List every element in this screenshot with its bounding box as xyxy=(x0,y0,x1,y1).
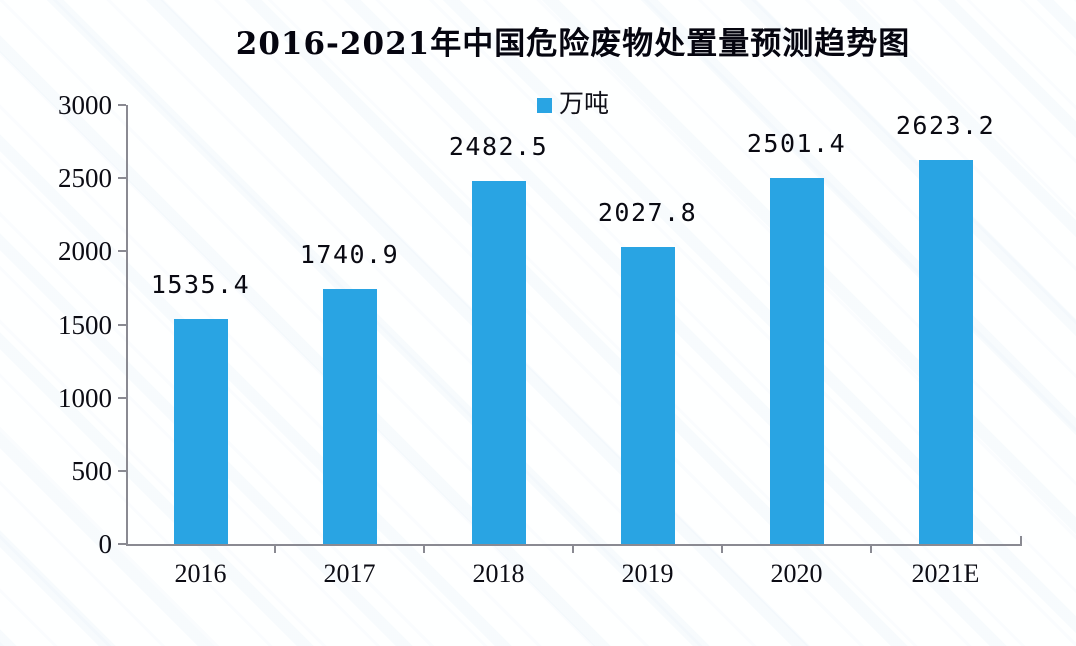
y-axis-label: 500 xyxy=(71,455,113,486)
x-axis-tick xyxy=(274,544,276,553)
x-axis-label: 2017 xyxy=(323,559,376,588)
y-axis-tick xyxy=(118,104,126,106)
x-axis-tick xyxy=(721,544,723,553)
y-axis-label: 0 xyxy=(98,529,113,559)
legend: 万吨 xyxy=(126,92,1020,117)
y-axis-label: 3000 xyxy=(58,90,112,120)
x-axis-end-tick xyxy=(1020,536,1022,544)
y-axis-tick xyxy=(118,177,126,180)
y-axis-label: 2500 xyxy=(58,163,112,194)
y-axis-label: 1500 xyxy=(58,309,112,340)
bar-value-label: 1740.9 xyxy=(299,240,400,270)
bar xyxy=(769,177,824,544)
y-axis-label: 1000 xyxy=(58,382,112,413)
x-axis-label: 2018 xyxy=(472,559,525,588)
x-axis-line xyxy=(126,544,1022,546)
chart-title: 2016-2021年中国危险废物处置量预测趋势图 xyxy=(235,26,911,62)
bar xyxy=(322,289,377,544)
bar-value-label: 2482.5 xyxy=(448,131,549,161)
legend-swatch-icon xyxy=(536,98,552,113)
y-axis-tick xyxy=(118,323,126,326)
bar xyxy=(620,247,675,544)
bar xyxy=(918,160,973,544)
x-axis-label: 2019 xyxy=(621,559,674,588)
x-axis-tick xyxy=(423,544,425,553)
y-axis-tick xyxy=(118,469,126,472)
x-axis-label: 2020 xyxy=(770,559,823,588)
bar-value-label: 2623.2 xyxy=(895,111,996,141)
y-axis-tick xyxy=(118,543,126,545)
x-axis-tick xyxy=(870,544,872,553)
bar-value-label: 2027.8 xyxy=(597,198,698,228)
x-axis-label: 2021E xyxy=(911,559,980,588)
bar xyxy=(471,180,526,544)
legend-label: 万吨 xyxy=(558,90,609,118)
bar-value-label: 1535.4 xyxy=(150,270,251,300)
x-axis-tick xyxy=(572,544,574,553)
y-axis-label: 2000 xyxy=(58,236,112,267)
bar-value-label: 2501.4 xyxy=(746,128,847,158)
y-axis-tick xyxy=(118,250,126,253)
y-axis-line xyxy=(126,105,128,546)
x-axis-label: 2016 xyxy=(174,559,227,588)
bar xyxy=(173,319,228,544)
y-axis-tick xyxy=(118,396,126,399)
